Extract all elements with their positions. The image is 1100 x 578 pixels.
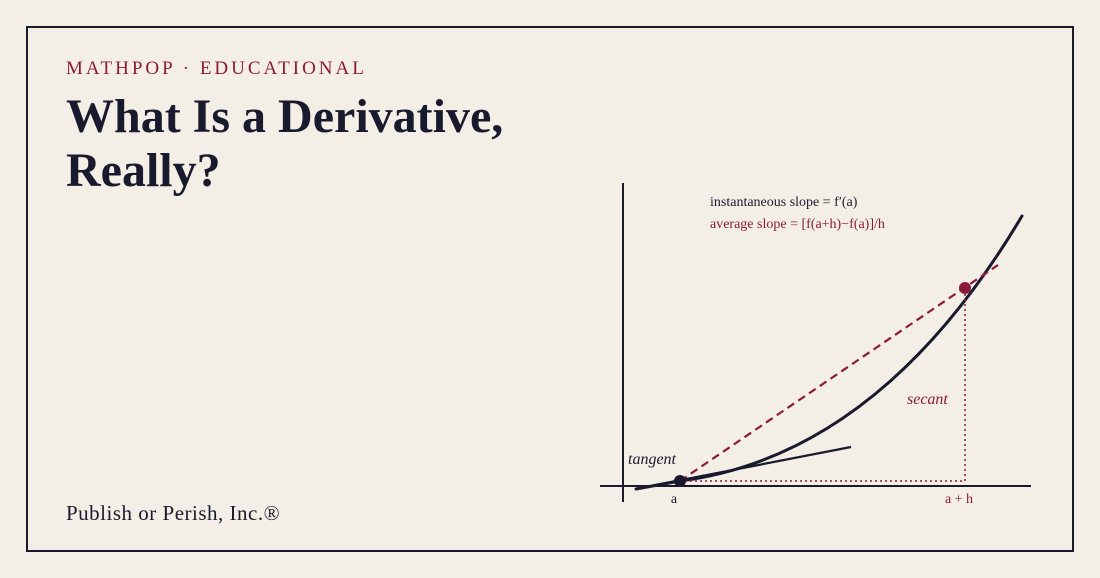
publisher-name: Publish or Perish, Inc.® xyxy=(66,501,281,525)
axis-label-a: a xyxy=(671,492,678,507)
formula-instantaneous: instantaneous slope = f′(a) xyxy=(710,195,858,210)
kicker-label: MATHPOP · EDUCATIONAL xyxy=(66,58,367,79)
formula-average: average slope = [f(a+h)−f(a)]/h xyxy=(710,217,885,232)
point-a-plus-h xyxy=(959,282,971,294)
point-a xyxy=(674,475,686,487)
tangent-label: tangent xyxy=(628,451,677,468)
secant-label: secant xyxy=(907,391,948,408)
axis-label-a-plus-h: a + h xyxy=(945,492,973,507)
title-line-1: What Is a Derivative, xyxy=(66,90,504,143)
function-curve xyxy=(634,214,1024,491)
page-title: What Is a Derivative, Really? xyxy=(66,90,503,198)
title-line-2: Really? xyxy=(66,144,221,197)
card-frame xyxy=(26,26,1074,552)
